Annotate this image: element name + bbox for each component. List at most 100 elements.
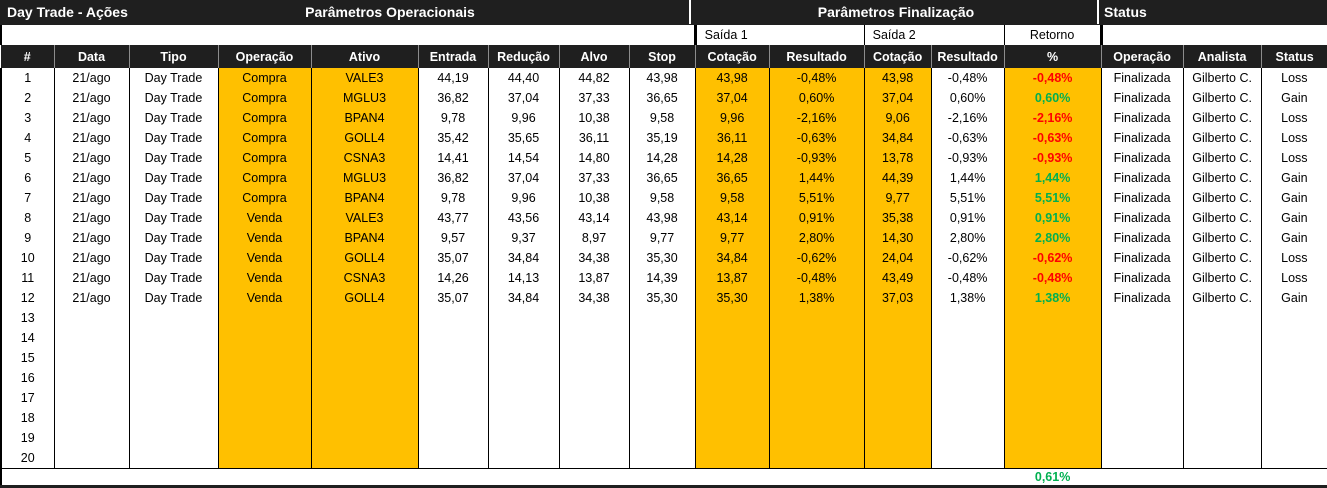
cell-operacao[interactable]: Venda xyxy=(217,268,312,288)
cell-saida1-resultado[interactable] xyxy=(768,448,865,469)
cell-alvo[interactable]: 14,80 xyxy=(558,148,630,168)
cell-retorno[interactable]: -0,48% xyxy=(1003,68,1102,88)
cell-analista[interactable]: Gilberto C. xyxy=(1182,268,1262,288)
cell-saida1-cotacao[interactable] xyxy=(694,448,770,469)
cell-tipo[interactable]: Day Trade xyxy=(128,128,219,148)
cell-retorno[interactable]: 0,91% xyxy=(1003,208,1102,228)
cell-entrada[interactable]: 36,82 xyxy=(417,88,489,108)
cell-stop[interactable] xyxy=(628,328,696,348)
cell-tipo[interactable]: Day Trade xyxy=(128,268,219,288)
cell-saida2-cotacao[interactable]: 44,39 xyxy=(863,168,932,188)
cell-saida2-cotacao[interactable]: 37,04 xyxy=(863,88,932,108)
cell-tipo[interactable] xyxy=(128,348,219,368)
cell-retorno[interactable] xyxy=(1003,308,1102,328)
cell-saida1-cotacao[interactable]: 9,77 xyxy=(694,228,770,248)
cell-operacao-status[interactable]: Finalizada xyxy=(1100,88,1184,108)
cell-data[interactable]: 21/ago xyxy=(53,128,130,148)
cell-stop[interactable]: 9,77 xyxy=(628,228,696,248)
cell-num[interactable]: 14 xyxy=(0,328,55,348)
cell-reducao[interactable] xyxy=(487,428,560,448)
cell-reducao[interactable] xyxy=(487,308,560,328)
cell-tipo[interactable]: Day Trade xyxy=(128,168,219,188)
cell-ativo[interactable] xyxy=(310,348,419,368)
cell-entrada[interactable]: 14,26 xyxy=(417,268,489,288)
cell-ativo[interactable]: GOLL4 xyxy=(310,248,419,268)
cell-status[interactable] xyxy=(1260,428,1327,448)
cell-operacao-status[interactable]: Finalizada xyxy=(1100,188,1184,208)
cell-saida2-cotacao[interactable] xyxy=(863,308,932,328)
cell-reducao[interactable]: 9,96 xyxy=(487,188,560,208)
cell-saida1-cotacao[interactable]: 13,87 xyxy=(694,268,770,288)
cell-ativo[interactable] xyxy=(310,428,419,448)
cell-stop[interactable]: 43,98 xyxy=(628,68,696,88)
cell-saida1-resultado[interactable]: -2,16% xyxy=(768,108,865,128)
cell-entrada[interactable] xyxy=(417,388,489,408)
cell-saida2-resultado[interactable] xyxy=(930,408,1005,428)
cell-saida2-cotacao[interactable]: 14,30 xyxy=(863,228,932,248)
cell-data[interactable]: 21/ago xyxy=(53,148,130,168)
cell-saida1-resultado[interactable]: -0,48% xyxy=(768,68,865,88)
cell-saida2-resultado[interactable] xyxy=(930,428,1005,448)
cell-operacao-status[interactable]: Finalizada xyxy=(1100,148,1184,168)
cell-alvo[interactable] xyxy=(558,388,630,408)
cell-analista[interactable] xyxy=(1182,428,1262,448)
cell-saida2-resultado[interactable]: 1,44% xyxy=(930,168,1005,188)
cell-stop[interactable]: 43,98 xyxy=(628,208,696,228)
cell-saida1-cotacao[interactable]: 43,98 xyxy=(694,68,770,88)
cell-analista[interactable]: Gilberto C. xyxy=(1182,148,1262,168)
cell-saida2-resultado[interactable] xyxy=(930,308,1005,328)
cell-data[interactable]: 21/ago xyxy=(53,188,130,208)
cell-analista[interactable] xyxy=(1182,448,1262,469)
cell-stop[interactable] xyxy=(628,308,696,328)
cell-retorno[interactable]: -2,16% xyxy=(1003,108,1102,128)
cell-operacao-status[interactable] xyxy=(1100,388,1184,408)
cell-reducao[interactable] xyxy=(487,448,560,469)
cell-tipo[interactable]: Day Trade xyxy=(128,68,219,88)
cell-status[interactable]: Loss xyxy=(1260,68,1327,88)
cell-status[interactable] xyxy=(1260,308,1327,328)
cell-num[interactable]: 5 xyxy=(0,148,55,168)
cell-operacao-status[interactable]: Finalizada xyxy=(1100,108,1184,128)
cell-entrada[interactable]: 36,82 xyxy=(417,168,489,188)
cell-ativo[interactable] xyxy=(310,368,419,388)
cell-status[interactable]: Loss xyxy=(1260,108,1327,128)
cell-saida2-resultado[interactable]: 0,91% xyxy=(930,208,1005,228)
cell-data[interactable]: 21/ago xyxy=(53,68,130,88)
cell-num[interactable]: 17 xyxy=(0,388,55,408)
cell-saida1-resultado[interactable]: 1,44% xyxy=(768,168,865,188)
cell-saida2-resultado[interactable]: -0,62% xyxy=(930,248,1005,268)
cell-ativo[interactable]: MGLU3 xyxy=(310,88,419,108)
cell-saida1-cotacao[interactable] xyxy=(694,408,770,428)
cell-operacao-status[interactable] xyxy=(1100,328,1184,348)
cell-tipo[interactable]: Day Trade xyxy=(128,288,219,308)
cell-saida1-cotacao[interactable]: 9,96 xyxy=(694,108,770,128)
cell-operacao[interactable]: Venda xyxy=(217,228,312,248)
cell-analista[interactable] xyxy=(1182,368,1262,388)
cell-analista[interactable] xyxy=(1182,408,1262,428)
cell-saida2-cotacao[interactable]: 24,04 xyxy=(863,248,932,268)
cell-retorno[interactable]: 1,44% xyxy=(1003,168,1102,188)
cell-retorno[interactable] xyxy=(1003,368,1102,388)
cell-alvo[interactable] xyxy=(558,408,630,428)
cell-operacao[interactable]: Compra xyxy=(217,168,312,188)
cell-entrada[interactable]: 14,41 xyxy=(417,148,489,168)
cell-reducao[interactable]: 14,13 xyxy=(487,268,560,288)
cell-saida1-resultado[interactable]: 0,60% xyxy=(768,88,865,108)
cell-saida2-resultado[interactable] xyxy=(930,348,1005,368)
cell-reducao[interactable]: 43,56 xyxy=(487,208,560,228)
cell-stop[interactable]: 14,28 xyxy=(628,148,696,168)
cell-entrada[interactable] xyxy=(417,308,489,328)
cell-stop[interactable] xyxy=(628,348,696,368)
cell-operacao[interactable] xyxy=(217,368,312,388)
cell-saida2-cotacao[interactable] xyxy=(863,388,932,408)
cell-num[interactable]: 11 xyxy=(0,268,55,288)
cell-alvo[interactable] xyxy=(558,308,630,328)
cell-saida2-resultado[interactable]: -0,48% xyxy=(930,268,1005,288)
cell-retorno[interactable] xyxy=(1003,388,1102,408)
cell-stop[interactable]: 35,30 xyxy=(628,288,696,308)
cell-saida2-resultado[interactable]: -0,63% xyxy=(930,128,1005,148)
cell-ativo[interactable]: VALE3 xyxy=(310,208,419,228)
cell-ativo[interactable]: BPAN4 xyxy=(310,228,419,248)
cell-ativo[interactable]: BPAN4 xyxy=(310,188,419,208)
cell-alvo[interactable] xyxy=(558,448,630,469)
